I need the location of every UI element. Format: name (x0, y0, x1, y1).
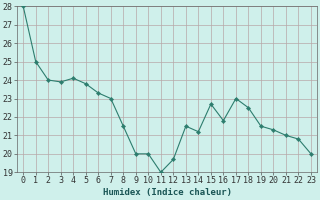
X-axis label: Humidex (Indice chaleur): Humidex (Indice chaleur) (103, 188, 232, 197)
